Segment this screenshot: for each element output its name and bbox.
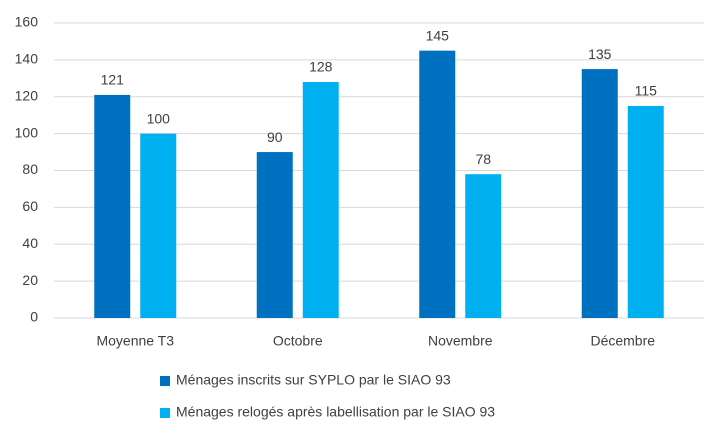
y-tick-label: 120 (15, 87, 39, 103)
data-label: 78 (475, 151, 491, 167)
y-tick-label: 60 (22, 198, 38, 214)
y-tick-label: 0 (30, 309, 38, 325)
data-label: 135 (588, 46, 612, 62)
bar (94, 94, 131, 318)
data-label: 90 (267, 129, 283, 145)
data-label: 100 (147, 110, 171, 126)
legend-swatch (160, 408, 170, 418)
bar (627, 105, 664, 318)
bar (140, 133, 177, 318)
y-tick-label: 100 (15, 124, 39, 140)
data-label: 121 (101, 72, 125, 88)
x-tick-label: Octobre (273, 333, 323, 349)
bar (465, 174, 502, 318)
bar (256, 152, 293, 318)
y-tick-label: 20 (22, 272, 38, 288)
x-tick-label: Novembre (428, 333, 493, 349)
data-label: 128 (309, 59, 333, 75)
y-tick-label: 40 (22, 235, 38, 251)
bar (581, 69, 618, 318)
legend-label: Ménages inscrits sur SYPLO par le SIAO 9… (176, 372, 451, 388)
legend-swatch (160, 376, 170, 386)
legend-label: Ménages relogés après labellisation par … (176, 404, 495, 420)
bar (419, 50, 456, 318)
data-label: 115 (635, 83, 658, 99)
y-tick-label: 80 (22, 161, 38, 177)
data-label: 145 (426, 27, 450, 43)
bar (302, 82, 339, 318)
y-tick-label: 140 (15, 51, 39, 67)
x-tick-label: Décembre (590, 333, 655, 349)
y-tick-label: 160 (15, 14, 39, 30)
x-tick-label: Moyenne T3 (96, 333, 174, 349)
